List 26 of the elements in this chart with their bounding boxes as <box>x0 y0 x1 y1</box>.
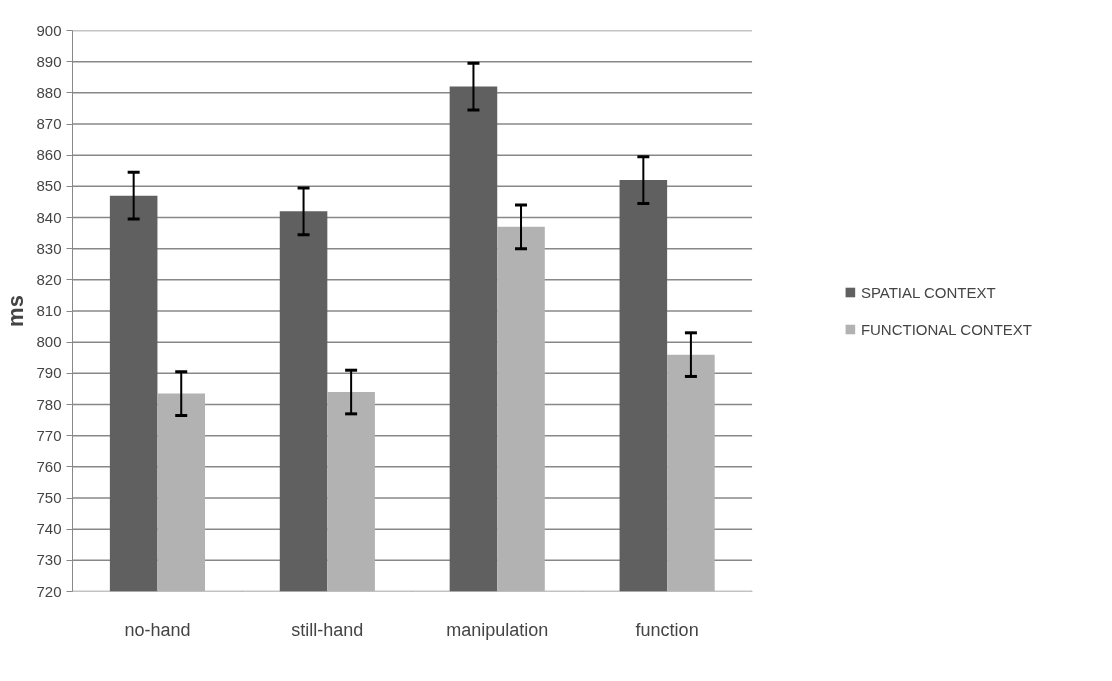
y-axis-title: ms <box>3 295 29 327</box>
y-tick-label: 820 <box>36 270 62 288</box>
y-tick-label: 730 <box>36 551 62 569</box>
y-tick-label: 870 <box>36 115 62 132</box>
x-tick-label: manipulation <box>446 619 549 640</box>
y-tick-label: 850 <box>36 177 62 195</box>
y-tick-label: 880 <box>36 83 62 101</box>
y-tick-label: 750 <box>36 489 62 506</box>
y-tick-label: 790 <box>36 364 62 382</box>
y-tick-label: 800 <box>36 333 62 351</box>
y-tick-label: 760 <box>36 457 62 475</box>
y-tick-label: 900 <box>36 21 62 39</box>
legend-label: SPATIAL CONTEXT <box>860 283 996 301</box>
y-tick-label: 740 <box>36 520 62 538</box>
y-tick-label: 890 <box>36 52 62 70</box>
x-tick-label: no-hand <box>124 619 191 640</box>
y-tick-label: 810 <box>36 302 62 319</box>
y-tick-label: 720 <box>36 582 62 600</box>
y-tick-label: 770 <box>36 426 62 444</box>
legend-label: FUNCTIONAL CONTEXT <box>860 320 1032 338</box>
x-tick-label: still-hand <box>291 619 364 640</box>
y-tick-label: 830 <box>36 239 62 257</box>
y-tick-label: 780 <box>36 395 62 413</box>
y-tick-label: 840 <box>36 208 62 226</box>
y-tick-label: 860 <box>36 146 62 164</box>
x-tick-label: function <box>635 619 699 640</box>
